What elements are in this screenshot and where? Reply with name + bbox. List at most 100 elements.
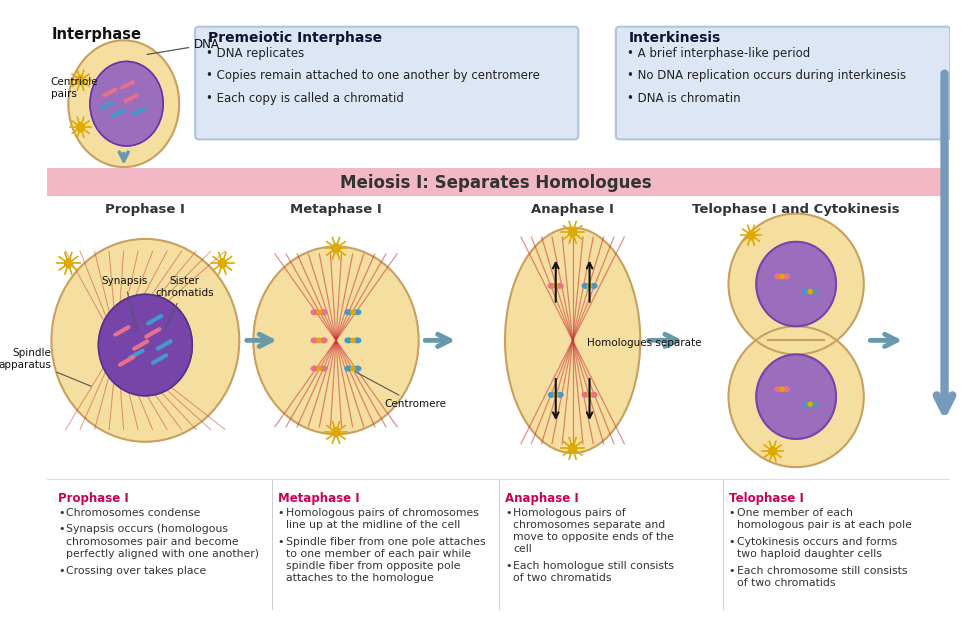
Circle shape — [218, 260, 226, 267]
Text: Centromere: Centromere — [355, 372, 446, 410]
Text: •: • — [505, 508, 511, 517]
Circle shape — [332, 244, 339, 252]
Ellipse shape — [755, 355, 835, 439]
Ellipse shape — [320, 338, 327, 343]
Text: line up at the midline of the cell: line up at the midline of the cell — [286, 520, 460, 530]
Ellipse shape — [748, 231, 753, 240]
Ellipse shape — [310, 310, 317, 314]
Text: Anaphase I: Anaphase I — [530, 203, 613, 216]
Text: Interkinesis: Interkinesis — [628, 31, 721, 45]
Circle shape — [587, 284, 591, 288]
Ellipse shape — [769, 447, 775, 456]
Ellipse shape — [755, 242, 835, 326]
Text: •: • — [727, 537, 734, 547]
Circle shape — [747, 231, 754, 239]
Ellipse shape — [774, 274, 780, 279]
Ellipse shape — [320, 310, 327, 314]
Ellipse shape — [68, 40, 179, 167]
Ellipse shape — [782, 387, 789, 391]
Circle shape — [779, 387, 783, 391]
Text: •: • — [727, 508, 734, 517]
Text: Prophase I: Prophase I — [106, 203, 185, 216]
FancyBboxPatch shape — [615, 26, 949, 139]
Ellipse shape — [556, 284, 562, 289]
Ellipse shape — [802, 289, 808, 294]
Text: DNA: DNA — [147, 38, 220, 54]
Ellipse shape — [548, 392, 554, 397]
Circle shape — [807, 402, 811, 406]
Ellipse shape — [345, 366, 351, 371]
Ellipse shape — [505, 227, 640, 453]
Text: Meiosis I: Separates Homologues: Meiosis I: Separates Homologues — [339, 174, 651, 192]
Ellipse shape — [98, 294, 192, 396]
Ellipse shape — [219, 259, 225, 268]
Text: of two chromatids: of two chromatids — [736, 578, 834, 588]
Ellipse shape — [354, 338, 360, 343]
Ellipse shape — [320, 366, 327, 371]
Text: • No DNA replication occurs during interkinesis: • No DNA replication occurs during inter… — [627, 69, 905, 83]
Circle shape — [768, 447, 776, 455]
Circle shape — [351, 310, 355, 314]
Text: to one member of each pair while: to one member of each pair while — [286, 549, 471, 559]
Text: Chromosomes condense: Chromosomes condense — [66, 508, 201, 517]
Bar — [47, 168, 945, 196]
Ellipse shape — [581, 284, 588, 289]
Text: • DNA replicates: • DNA replicates — [207, 47, 305, 60]
Text: Telophase I and Cytokinesis: Telophase I and Cytokinesis — [692, 203, 899, 216]
Text: cell: cell — [513, 544, 531, 554]
Text: Premeiotic Interphase: Premeiotic Interphase — [208, 31, 382, 45]
Circle shape — [553, 392, 557, 397]
Ellipse shape — [811, 289, 817, 294]
Circle shape — [351, 338, 355, 343]
Text: spindle fiber from opposite pole: spindle fiber from opposite pole — [286, 561, 460, 571]
Text: Synapsis: Synapsis — [102, 277, 148, 330]
Text: of two chromatids: of two chromatids — [513, 573, 611, 583]
Bar — [767, 326, 824, 355]
Ellipse shape — [354, 366, 360, 371]
Text: Homologues separate: Homologues separate — [586, 338, 701, 348]
Circle shape — [568, 229, 576, 236]
Text: •: • — [727, 566, 734, 576]
Ellipse shape — [51, 239, 239, 442]
Ellipse shape — [590, 392, 596, 397]
Text: Spindle fiber from one pole attaches: Spindle fiber from one pole attaches — [286, 537, 485, 547]
Text: Telophase I: Telophase I — [727, 493, 802, 505]
Circle shape — [587, 392, 591, 397]
Text: •: • — [278, 508, 283, 517]
FancyBboxPatch shape — [195, 26, 578, 139]
Ellipse shape — [569, 227, 575, 237]
Text: • Each copy is called a chromatid: • Each copy is called a chromatid — [207, 92, 404, 105]
Text: • DNA is chromatin: • DNA is chromatin — [627, 92, 740, 105]
Text: Crossing over takes place: Crossing over takes place — [66, 566, 207, 576]
Ellipse shape — [354, 310, 360, 314]
Text: two haploid daughter cells: two haploid daughter cells — [736, 549, 881, 559]
Ellipse shape — [727, 326, 863, 467]
Ellipse shape — [802, 402, 808, 406]
Text: •: • — [505, 561, 511, 571]
Text: Anaphase I: Anaphase I — [505, 493, 579, 505]
Circle shape — [351, 367, 355, 370]
Text: attaches to the homologue: attaches to the homologue — [286, 573, 433, 583]
Text: chromosomes separate and: chromosomes separate and — [513, 520, 665, 530]
Text: Cytokinesis occurs and forms: Cytokinesis occurs and forms — [736, 537, 897, 547]
Ellipse shape — [590, 284, 596, 289]
Ellipse shape — [333, 244, 338, 253]
Circle shape — [77, 76, 85, 84]
Text: Metaphase I: Metaphase I — [290, 203, 382, 216]
Ellipse shape — [782, 274, 789, 279]
Circle shape — [64, 260, 72, 267]
Text: move to opposite ends of the: move to opposite ends of the — [513, 532, 674, 542]
Circle shape — [568, 445, 576, 452]
Circle shape — [316, 310, 321, 314]
Ellipse shape — [345, 338, 351, 343]
Text: Interphase: Interphase — [51, 26, 141, 42]
Text: Homologous pairs of chromosomes: Homologous pairs of chromosomes — [286, 508, 479, 517]
Circle shape — [316, 367, 321, 370]
Circle shape — [807, 289, 811, 294]
Ellipse shape — [569, 444, 575, 453]
Ellipse shape — [811, 402, 817, 406]
Ellipse shape — [310, 338, 317, 343]
Text: • A brief interphase-like period: • A brief interphase-like period — [627, 47, 809, 60]
Ellipse shape — [548, 284, 554, 289]
Ellipse shape — [556, 392, 562, 397]
